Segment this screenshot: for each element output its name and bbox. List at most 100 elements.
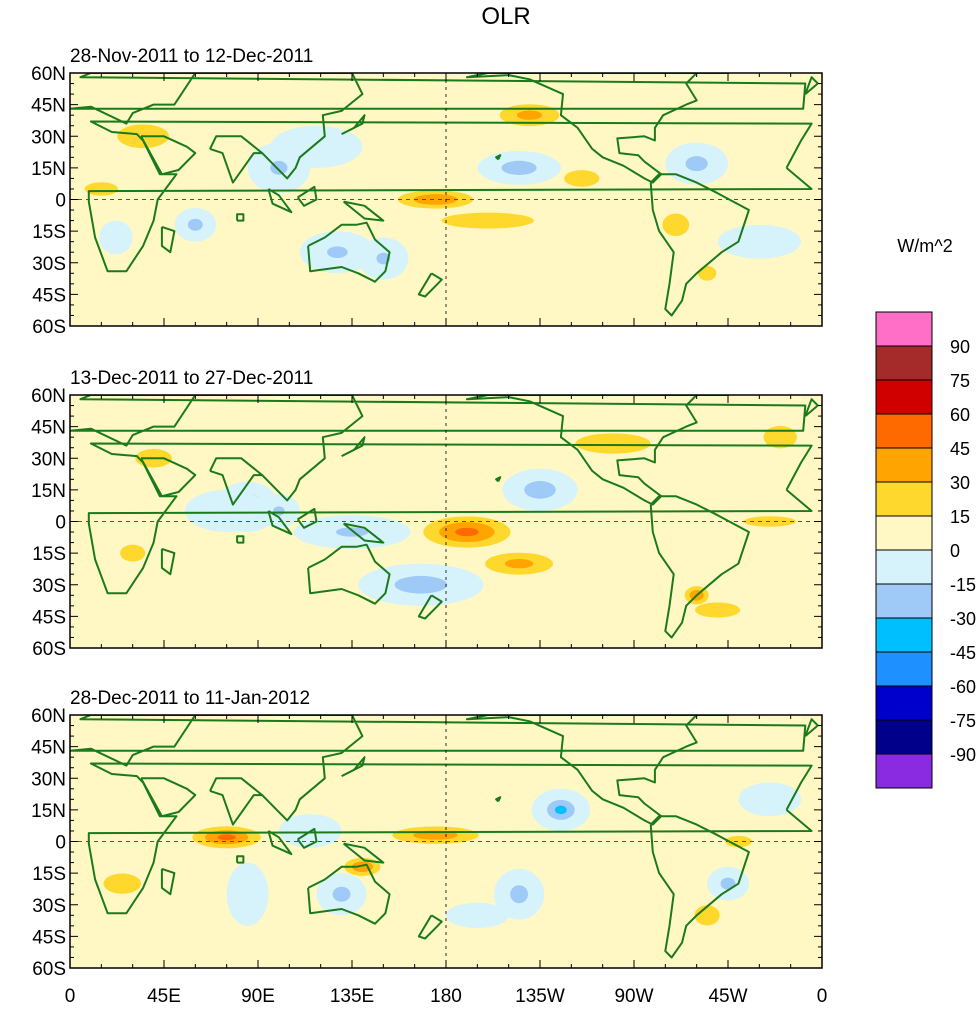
coastline: [236, 535, 245, 544]
coastline: [649, 495, 750, 639]
coastline: [495, 476, 502, 483]
colorbar: W/m^2 90 75 60 45 30 15 0 -15 -30 -45 -60 -75 -90: [875, 236, 976, 789]
y-tick-label: 15S: [32, 864, 66, 885]
coastline: [209, 135, 264, 184]
coastline: [160, 867, 176, 896]
coastline: [160, 547, 176, 576]
x-tick-label: 0: [65, 986, 76, 1007]
anomaly-contour-fill: [394, 575, 448, 594]
anomaly-region: [494, 868, 545, 920]
anomaly-region: [441, 212, 534, 229]
anomaly-region: [738, 782, 802, 817]
y-tick-label: 30S: [32, 254, 66, 275]
anomaly-contour-fill: [501, 160, 537, 175]
anomaly-region: [184, 489, 269, 533]
y-tick-label: 45N: [31, 418, 66, 439]
coastline: [140, 135, 197, 176]
colorbar-swatch: [875, 753, 933, 789]
anomaly-contour-fill: [335, 527, 369, 537]
coastline: [342, 200, 385, 222]
colorbar-level-label: 15: [950, 507, 970, 527]
figure-title: OLR: [481, 3, 530, 30]
coastline: [341, 436, 366, 457]
anomaly-contour-fill: [694, 905, 720, 926]
colorbar-level-label: 45: [950, 439, 970, 459]
coastline: [236, 213, 245, 222]
anomaly-region: [575, 433, 651, 454]
y-tick-label: 60N: [31, 64, 66, 85]
coastline: [804, 76, 819, 95]
anomaly-contour-fill: [662, 213, 690, 237]
coastline: [87, 442, 813, 595]
y-tick-label: 30N: [31, 769, 66, 790]
anomaly-contour-fill: [504, 559, 534, 569]
y-tick-label: 60N: [31, 386, 66, 407]
colorbar-level-label: 75: [950, 371, 970, 391]
colorbar-swatch: [875, 617, 933, 653]
anomaly-contour-fill: [750, 789, 789, 810]
colorbar-swatch: [875, 515, 933, 551]
colorbar-level-label: -30: [950, 609, 976, 629]
y-tick-label: 45S: [32, 285, 66, 306]
coastline: [307, 543, 391, 605]
colorbar-level-label: -90: [950, 745, 976, 765]
y-tick-label: 45N: [31, 96, 66, 117]
y-tick-label: 60S: [32, 959, 66, 980]
anomaly-region: [694, 602, 741, 618]
colorbar-level-label: 60: [950, 405, 970, 425]
coastlines: [70, 73, 819, 317]
anomaly-region: [174, 207, 217, 242]
anomaly-contour-fill: [120, 544, 146, 562]
coastline: [417, 272, 443, 298]
colorbar-level-label: -60: [950, 677, 976, 697]
anomaly-contour-fill: [697, 265, 717, 281]
y-tick-label: 30S: [32, 896, 66, 917]
coastline: [267, 188, 293, 214]
coastline: [649, 815, 750, 959]
colorbar-swatch: [875, 685, 933, 721]
coastline: [342, 522, 385, 544]
colorbar-level-label: 30: [950, 473, 970, 493]
colorbar-swatch: [875, 447, 933, 483]
anomaly-contour-fill: [201, 498, 252, 524]
y-tick-label: 15S: [32, 544, 66, 565]
anomaly-region: [120, 544, 146, 562]
coastline: [307, 863, 391, 925]
y-tick-label: 45S: [32, 927, 66, 948]
colorbar-swatch: [875, 413, 933, 449]
coastlines: [70, 395, 819, 639]
anomaly-region: [477, 151, 561, 185]
x-tick-label: 90E: [241, 986, 275, 1007]
map-plot-area: [70, 715, 822, 968]
coastline: [696, 73, 730, 74]
coastline: [296, 507, 318, 529]
y-tick-label: 15N: [31, 481, 66, 502]
x-tick-label: 45W: [708, 986, 747, 1007]
anomaly-region: [707, 866, 749, 901]
anomaly-contour-fill: [327, 246, 348, 259]
y-tick-label: 30S: [32, 576, 66, 597]
colorbar-level-label: 0: [950, 541, 960, 561]
anomaly-region: [103, 873, 142, 894]
y-tick-label: 15N: [31, 801, 66, 822]
anomaly-region: [316, 873, 367, 916]
coastline: [70, 73, 807, 180]
anomaly-region: [270, 125, 363, 168]
anomaly-region: [485, 552, 554, 575]
anomaly-contour-fill: [235, 875, 261, 914]
coastline: [296, 827, 318, 849]
coastline: [209, 777, 264, 826]
anomaly-contour-fill: [555, 805, 567, 815]
coastline: [140, 457, 197, 498]
colorbar-swatch: [875, 651, 933, 687]
coastline: [417, 594, 443, 620]
anomaly-contour-fill: [105, 227, 126, 248]
anomaly-contour-fill: [734, 231, 785, 252]
coastline: [236, 855, 245, 864]
anomaly-region: [697, 265, 717, 281]
anomaly-region: [293, 515, 411, 549]
coastline: [70, 395, 807, 502]
anomaly-contour-fill: [685, 156, 708, 172]
anomaly-contour-fill: [103, 873, 142, 894]
coastline: [140, 777, 197, 818]
